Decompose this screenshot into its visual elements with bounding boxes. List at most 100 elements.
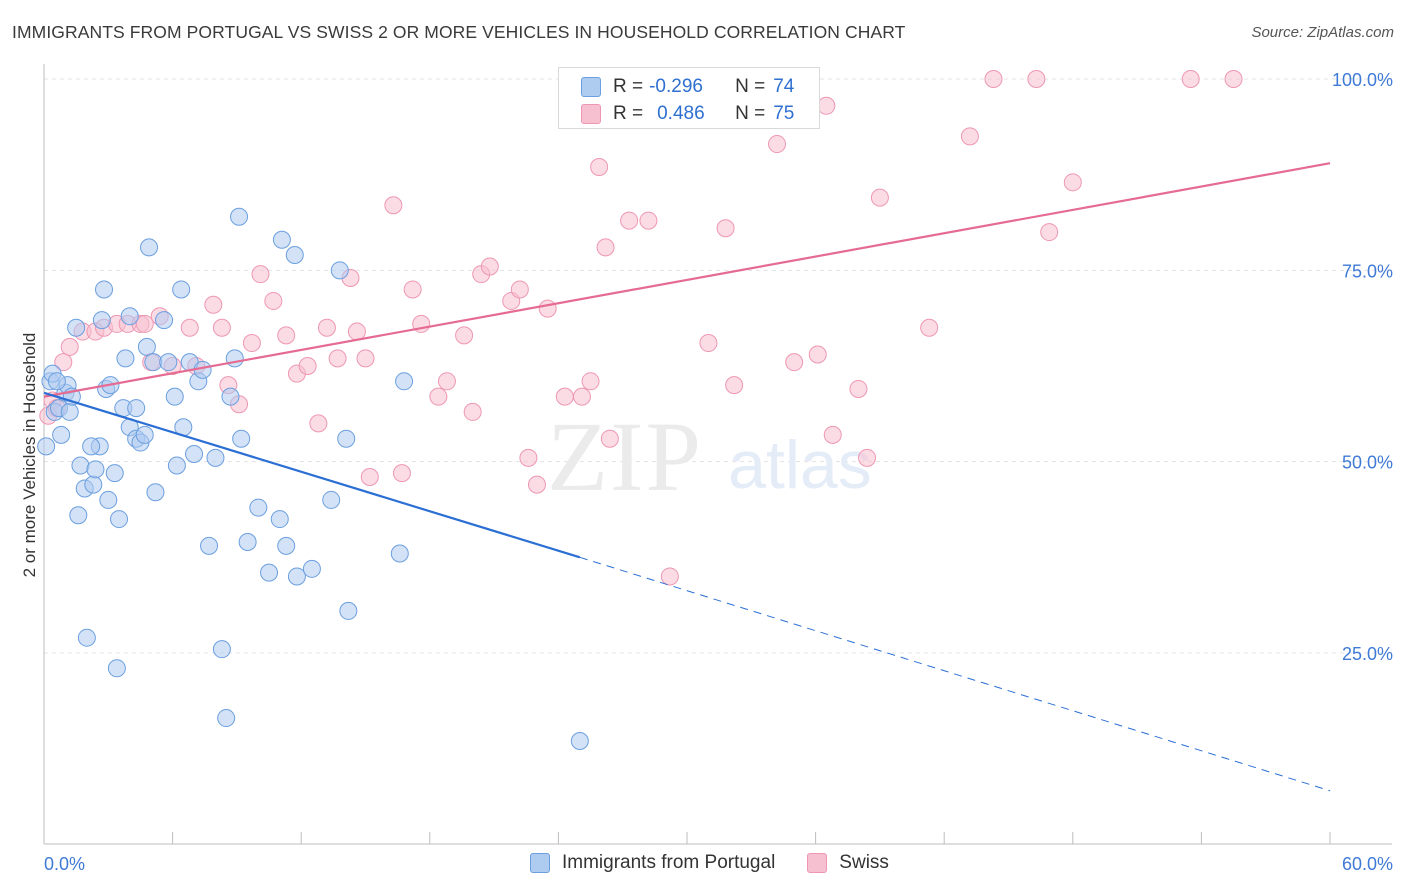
- portugal-point: [570, 732, 589, 751]
- watermark-zip: ZIP: [547, 401, 703, 512]
- swiss-point: [870, 188, 889, 207]
- portugal-point: [322, 490, 341, 509]
- swiss-point: [510, 280, 529, 299]
- swiss-point: [858, 448, 877, 467]
- swiss-point: [54, 353, 73, 372]
- watermark-atlas: atlas: [728, 427, 872, 503]
- portugal-point: [107, 659, 126, 678]
- portugal-point: [137, 337, 156, 356]
- n-value: 74: [773, 76, 795, 97]
- portugal-point: [302, 559, 321, 578]
- watermark: ZIP atlas: [547, 401, 872, 512]
- portugal-point: [287, 567, 306, 586]
- swiss-point: [1040, 223, 1059, 242]
- swiss-point: [984, 70, 1003, 88]
- r-value: -0.296: [649, 76, 703, 97]
- swiss-point: [808, 345, 827, 364]
- swiss-point: [251, 265, 270, 284]
- portugal-point: [146, 483, 165, 502]
- portugal-point: [167, 456, 186, 475]
- swiss-point: [555, 387, 574, 406]
- swiss-point: [660, 567, 679, 586]
- portugal-trend-extension: [579, 556, 1331, 792]
- portugal-point: [225, 349, 244, 368]
- portugal-point: [230, 207, 249, 226]
- portugal-point: [200, 536, 219, 555]
- swiss-point: [212, 318, 231, 337]
- portugal-point: [144, 353, 163, 372]
- swiss-point: [360, 467, 379, 486]
- swiss-point: [639, 211, 658, 230]
- swiss-point: [347, 322, 366, 341]
- portugal-point: [217, 709, 236, 728]
- swiss-point: [519, 448, 538, 467]
- tick-labels: 25.0% 50.0% 75.0% 100.0% 0.0% 60.0%: [44, 70, 1393, 874]
- swiss-point: [455, 326, 474, 345]
- legend-label-portugal: Immigrants from Portugal: [562, 852, 776, 873]
- source-label: Source: ZipAtlas.com: [1251, 24, 1394, 41]
- swiss-point: [317, 318, 336, 337]
- portugal-point: [330, 261, 349, 280]
- portugal-point: [272, 230, 291, 249]
- portugal-point: [206, 448, 225, 467]
- portugal-point: [238, 533, 257, 552]
- x-tick-label: 0.0%: [44, 854, 85, 874]
- swiss-point: [960, 127, 979, 146]
- portugal-point: [71, 456, 90, 475]
- swiss-point: [768, 135, 787, 154]
- portugal-point: [155, 311, 174, 330]
- swiss-point: [480, 257, 499, 276]
- stats-row-swiss: R = 0.486 N = 75: [581, 101, 794, 127]
- portugal-swatch: [581, 77, 601, 97]
- portugal-point: [120, 307, 139, 326]
- portugal-point: [337, 429, 356, 448]
- portugal-point: [116, 349, 135, 368]
- swiss-point: [242, 334, 261, 353]
- portugal-point: [77, 628, 96, 647]
- swiss-point: [384, 196, 403, 215]
- portugal-point: [105, 464, 124, 483]
- n-label: N =: [735, 76, 766, 97]
- stats-legend: R = -0.296 N = 74 R = 0.486 N = 75: [558, 67, 820, 129]
- portugal-point: [159, 353, 178, 372]
- swiss-point: [328, 349, 347, 368]
- portugal-point: [84, 475, 103, 494]
- portugal-point: [165, 387, 184, 406]
- portugal-point: [47, 372, 66, 391]
- portugal-point: [277, 536, 296, 555]
- portugal-point: [339, 601, 358, 620]
- portugal-trend-line: [43, 391, 581, 559]
- swiss-point: [699, 334, 718, 353]
- y-tick-label: 75.0%: [1342, 261, 1393, 281]
- r-value: 0.486: [657, 103, 705, 124]
- swiss-point: [1224, 70, 1243, 88]
- series-legend: Immigrants from Portugal Swiss: [530, 852, 921, 874]
- portugal-point: [390, 544, 409, 563]
- swiss-point: [538, 299, 557, 318]
- swiss-point: [437, 372, 456, 391]
- swiss-point: [620, 211, 639, 230]
- portugal-point: [260, 563, 279, 582]
- grid-lines: [44, 78, 1392, 654]
- portugal-point: [110, 510, 129, 529]
- legend-item-swiss: Swiss: [807, 852, 889, 874]
- portugal-legend-swatch: [530, 853, 550, 873]
- swiss-point: [716, 219, 735, 238]
- portugal-point: [60, 402, 79, 421]
- swiss-point: [463, 402, 482, 421]
- n-value: 75: [773, 103, 795, 124]
- swiss-point: [581, 372, 600, 391]
- r-label: R =: [613, 103, 644, 124]
- swiss-point: [785, 353, 804, 372]
- swiss-point: [180, 318, 199, 337]
- portugal-point: [140, 238, 159, 257]
- legend-item-portugal: Immigrants from Portugal: [530, 852, 775, 874]
- portugal-point: [212, 640, 231, 659]
- portugal-point: [172, 280, 191, 299]
- swiss-point: [298, 357, 317, 375]
- swiss-point: [356, 349, 375, 368]
- swiss-point: [135, 314, 154, 333]
- portugal-point: [285, 246, 304, 265]
- swiss-point: [392, 464, 411, 483]
